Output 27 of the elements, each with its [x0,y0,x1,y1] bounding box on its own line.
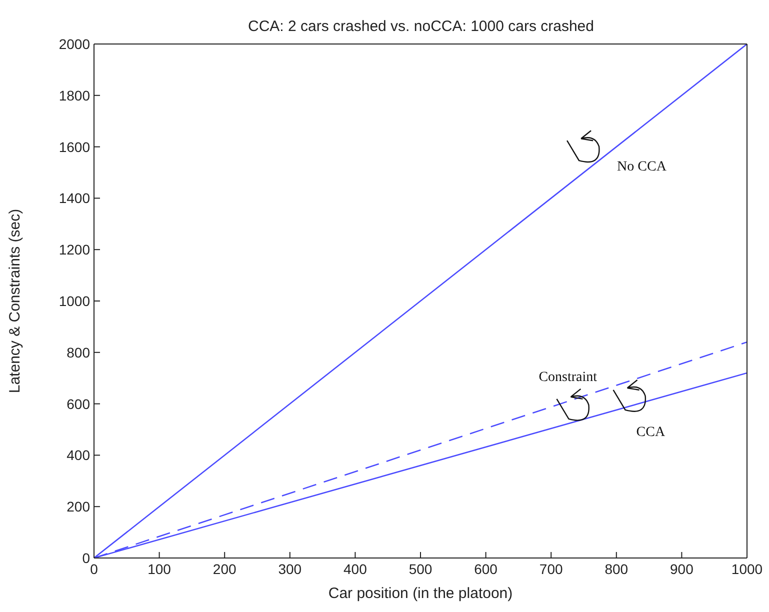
y-axis-title: Latency & Constraints (sec) [6,208,24,394]
x-tick-label: 200 [212,560,236,577]
y-tick-label: 800 [66,344,90,360]
y-tick-label: 200 [66,498,90,515]
y-tick-label: 1400 [58,190,90,206]
y-tick-label: 1800 [58,87,90,104]
x-tick-label: 700 [539,560,563,577]
series-label: Constraint [538,370,598,385]
y-tick-label: 2000 [58,36,90,52]
x-tick-label: 900 [670,560,694,577]
chart-title: CCA: 2 cars crashed vs. noCCA: 1000 cars crashed [247,18,595,35]
x-tick-label: 400 [344,560,368,577]
y-tick-label: 0 [82,550,90,566]
y-tick-label: 1200 [58,242,90,258]
y-tick-label: 600 [66,396,90,412]
x-tick-label: 600 [474,560,498,577]
x-tick-label: 300 [278,560,302,577]
series-label: CCA [636,424,666,440]
x-axis-title: Car position (in the platoon) [328,585,513,602]
series-label: No CCA [617,160,668,175]
x-tick-label: 500 [408,560,432,577]
y-tick-label: 400 [66,447,90,464]
x-tick-label: 1000 [731,560,763,577]
y-tick-label: 1600 [58,138,90,155]
x-tick-label: 800 [604,560,628,577]
x-tick-label: 100 [148,560,172,577]
y-tick-label: 1000 [58,292,90,309]
